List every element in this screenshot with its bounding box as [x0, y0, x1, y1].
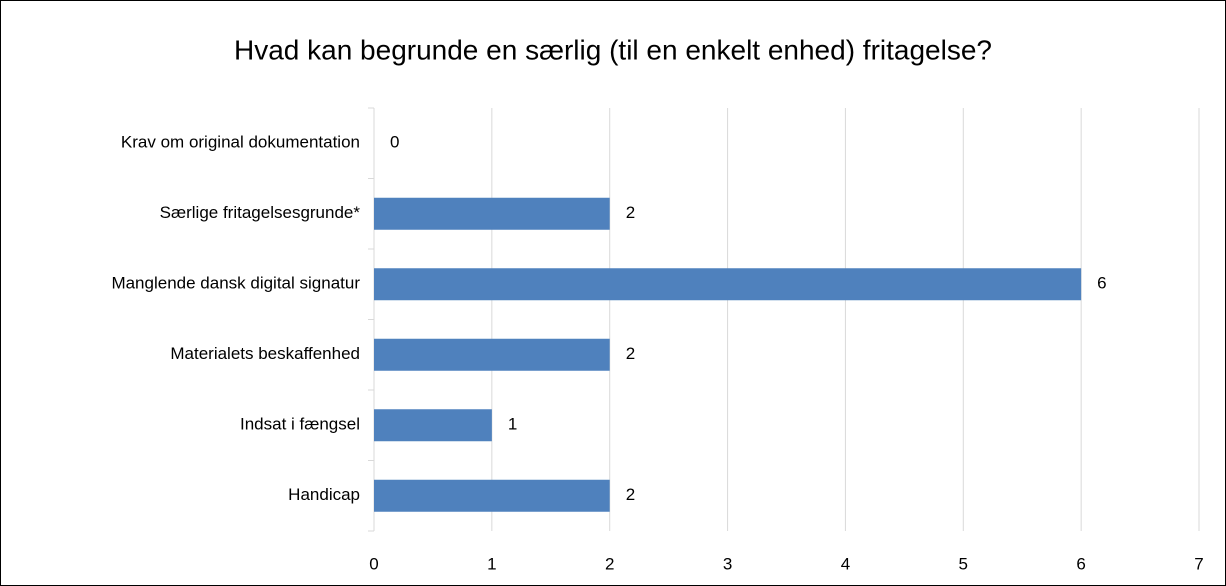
- bar: [374, 479, 610, 512]
- data-label: 2: [626, 203, 635, 222]
- data-label: 1: [508, 415, 517, 434]
- bar: [374, 409, 492, 442]
- x-tick-label: 4: [841, 554, 850, 573]
- bar: [374, 338, 610, 371]
- y-tick-label: Manglende dansk digital signatur: [111, 274, 360, 293]
- x-tick-label: 1: [487, 554, 496, 573]
- bar: [374, 268, 1082, 301]
- x-tick-label: 7: [1194, 554, 1203, 573]
- data-label: 2: [626, 344, 635, 363]
- y-tick-label: Indsat i fængsel: [240, 415, 360, 434]
- data-label: 6: [1097, 274, 1106, 293]
- x-tick-label: 6: [1076, 554, 1085, 573]
- y-tick-label: Materialets beskaffenhed: [170, 344, 360, 363]
- x-tick-label: 2: [605, 554, 614, 573]
- y-tick-label: Særlige fritagelsesgrunde*: [160, 203, 361, 222]
- x-tick-label: 0: [369, 554, 378, 573]
- x-tick-label: 5: [959, 554, 968, 573]
- y-tick-label: Handicap: [288, 485, 360, 504]
- data-label: 0: [390, 133, 399, 152]
- y-tick-label: Krav om original dokumentation: [121, 133, 360, 152]
- data-label: 2: [626, 485, 635, 504]
- bar: [374, 197, 610, 230]
- x-tick-label: 3: [723, 554, 732, 573]
- chart-title: Hvad kan begrunde en særlig (til en enke…: [234, 34, 992, 65]
